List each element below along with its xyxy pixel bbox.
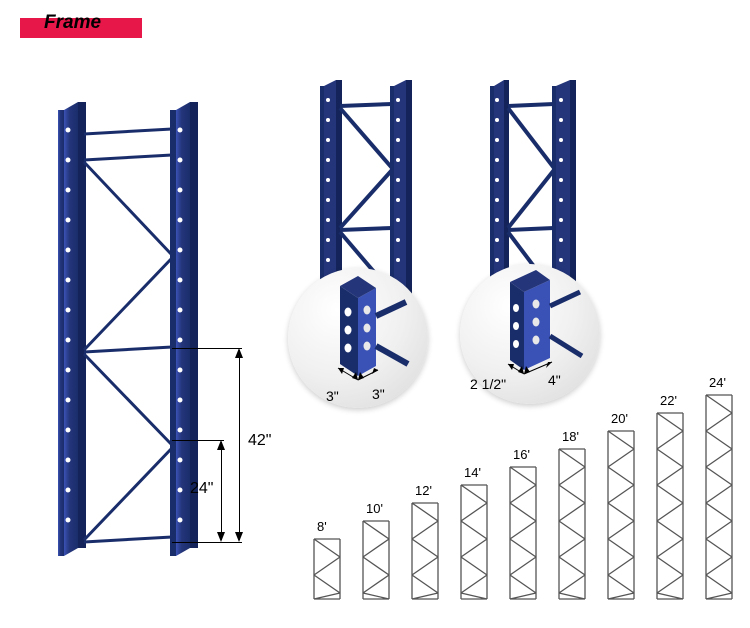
size-ladder-8' (313, 538, 341, 600)
dim-vline-42 (239, 350, 240, 540)
size-ladder-10' (362, 520, 390, 600)
size-label-16': 16' (513, 447, 530, 462)
detail2-dim-b: 4" (548, 372, 561, 388)
size-label-12': 12' (415, 483, 432, 498)
dim-tick-bot (172, 542, 242, 543)
size-ladder-24' (705, 394, 733, 600)
size-label-18': 18' (562, 429, 579, 444)
size-label-20': 20' (611, 411, 628, 426)
size-label-8': 8' (317, 519, 327, 534)
size-ladder-18' (558, 448, 586, 600)
dim-label-42: 42" (248, 432, 271, 450)
dim-arrow (235, 348, 243, 358)
size-ladder-16' (509, 466, 537, 600)
dim-arrow (235, 532, 243, 542)
size-label-10': 10' (366, 501, 383, 516)
size-label-22': 22' (660, 393, 677, 408)
dim-tick-top (172, 348, 242, 349)
size-ladder-20' (607, 430, 635, 600)
detail-circle-1 (288, 268, 428, 408)
dim-arrow (217, 532, 225, 542)
size-ladder-12' (411, 502, 439, 600)
detail1-dim-a: 3" (326, 388, 339, 404)
dim-vline-24 (221, 442, 222, 540)
detail1-dim-b: 3" (372, 386, 385, 402)
page-title: Frame (44, 12, 101, 34)
size-label-14': 14' (464, 465, 481, 480)
size-ladder-22' (656, 412, 684, 600)
detail2-dim-a: 2 1/2" (470, 376, 506, 392)
main-frame-diagram (58, 100, 208, 560)
dim-arrow (217, 440, 225, 450)
size-ladder-14' (460, 484, 488, 600)
size-label-24': 24' (709, 375, 726, 390)
dim-label-24: 24" (190, 480, 213, 498)
